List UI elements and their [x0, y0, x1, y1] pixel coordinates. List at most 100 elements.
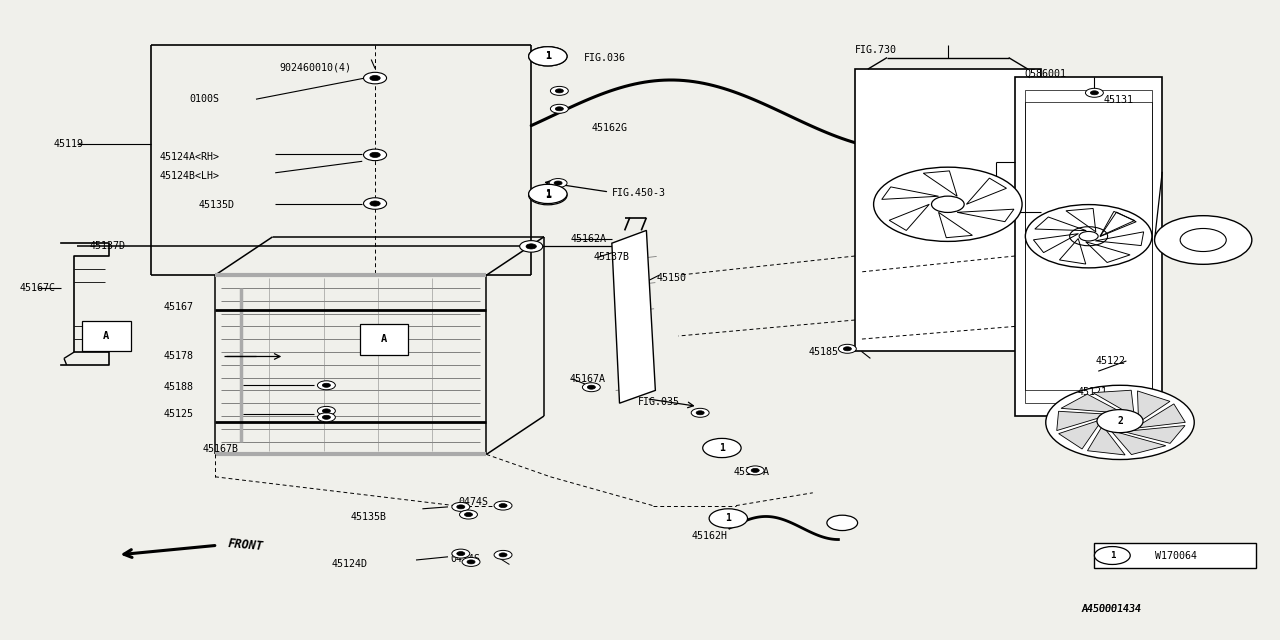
- Text: 45162H: 45162H: [691, 531, 727, 541]
- Circle shape: [529, 47, 567, 66]
- Circle shape: [827, 515, 858, 531]
- Circle shape: [370, 152, 380, 157]
- Polygon shape: [1093, 390, 1134, 417]
- Circle shape: [1091, 91, 1098, 95]
- Circle shape: [323, 409, 330, 413]
- Circle shape: [457, 505, 465, 509]
- Circle shape: [1155, 216, 1252, 264]
- Circle shape: [462, 557, 480, 566]
- Text: 45167: 45167: [164, 302, 193, 312]
- Text: 45185: 45185: [809, 347, 838, 357]
- Circle shape: [1046, 385, 1194, 460]
- Circle shape: [370, 201, 380, 206]
- Circle shape: [452, 502, 470, 511]
- Circle shape: [1097, 410, 1143, 433]
- Circle shape: [932, 196, 964, 212]
- Circle shape: [364, 198, 387, 209]
- Circle shape: [703, 438, 741, 458]
- Text: 45135D: 45135D: [198, 200, 234, 210]
- Text: 45122: 45122: [1096, 356, 1125, 366]
- Text: 1: 1: [545, 190, 550, 200]
- Circle shape: [323, 415, 330, 419]
- Bar: [855, 69, 1041, 351]
- Circle shape: [457, 552, 465, 556]
- Polygon shape: [1088, 426, 1125, 455]
- Text: 45137D: 45137D: [90, 241, 125, 252]
- Text: 45121: 45121: [1078, 387, 1107, 397]
- Circle shape: [1094, 547, 1130, 564]
- Circle shape: [556, 107, 563, 111]
- Circle shape: [1079, 232, 1098, 241]
- Text: 1: 1: [545, 189, 550, 199]
- Text: W170064: W170064: [1155, 550, 1197, 561]
- Text: FIG.035: FIG.035: [637, 397, 680, 407]
- Text: W170064: W170064: [1124, 550, 1166, 561]
- Bar: [1094, 543, 1256, 568]
- Bar: [82, 321, 131, 351]
- Text: 45167A: 45167A: [570, 374, 605, 384]
- Text: 45150: 45150: [657, 273, 686, 283]
- Text: 0100S: 0100S: [189, 94, 219, 104]
- Circle shape: [323, 383, 330, 387]
- Text: 45124D: 45124D: [332, 559, 367, 570]
- Circle shape: [709, 509, 748, 528]
- Text: 1: 1: [719, 443, 724, 453]
- Circle shape: [582, 383, 600, 392]
- Circle shape: [696, 411, 704, 415]
- Text: 45131: 45131: [1103, 95, 1133, 106]
- Circle shape: [520, 241, 543, 252]
- Text: 45162A: 45162A: [571, 234, 607, 244]
- Circle shape: [588, 385, 595, 389]
- Text: 45125: 45125: [164, 409, 193, 419]
- Text: A450001434: A450001434: [1082, 604, 1142, 614]
- Text: 45137B: 45137B: [594, 252, 630, 262]
- Circle shape: [317, 406, 335, 415]
- Text: 1: 1: [545, 51, 550, 61]
- Text: 2: 2: [1117, 416, 1123, 426]
- Circle shape: [746, 466, 764, 475]
- Text: 45135B: 45135B: [351, 512, 387, 522]
- Polygon shape: [1124, 426, 1185, 444]
- Text: 45178: 45178: [164, 351, 193, 362]
- Text: 0474S: 0474S: [458, 497, 488, 508]
- Circle shape: [452, 549, 470, 558]
- Text: FIG.730: FIG.730: [855, 45, 897, 55]
- Text: 0474S: 0474S: [451, 554, 480, 564]
- Circle shape: [317, 381, 335, 390]
- Text: A: A: [381, 334, 387, 344]
- Circle shape: [550, 104, 568, 113]
- Circle shape: [554, 181, 562, 185]
- Circle shape: [460, 510, 477, 519]
- Text: FIG.450-3: FIG.450-3: [612, 188, 666, 198]
- Circle shape: [529, 47, 567, 66]
- Polygon shape: [1138, 391, 1170, 422]
- Circle shape: [1103, 414, 1137, 431]
- Circle shape: [556, 89, 563, 93]
- Circle shape: [838, 344, 856, 353]
- Circle shape: [465, 513, 472, 516]
- Polygon shape: [1134, 404, 1185, 428]
- Text: A450001434: A450001434: [1082, 604, 1142, 614]
- Text: 45167C: 45167C: [19, 283, 55, 293]
- Text: 45162G: 45162G: [591, 123, 627, 133]
- Polygon shape: [1057, 412, 1111, 431]
- Circle shape: [364, 149, 387, 161]
- Circle shape: [499, 504, 507, 508]
- Text: FIG.036: FIG.036: [584, 52, 626, 63]
- Text: 45188: 45188: [164, 382, 193, 392]
- Circle shape: [549, 179, 567, 188]
- Circle shape: [1085, 88, 1103, 97]
- Circle shape: [691, 408, 709, 417]
- Text: A: A: [104, 331, 109, 341]
- Text: 1: 1: [545, 51, 550, 61]
- Circle shape: [550, 86, 568, 95]
- Circle shape: [467, 560, 475, 564]
- Polygon shape: [612, 230, 655, 403]
- Text: 45124B<LH>: 45124B<LH>: [160, 171, 220, 181]
- Bar: [1025, 102, 1152, 390]
- Circle shape: [529, 186, 567, 205]
- Circle shape: [494, 550, 512, 559]
- Circle shape: [526, 244, 536, 249]
- Circle shape: [370, 76, 380, 81]
- Polygon shape: [1111, 431, 1166, 454]
